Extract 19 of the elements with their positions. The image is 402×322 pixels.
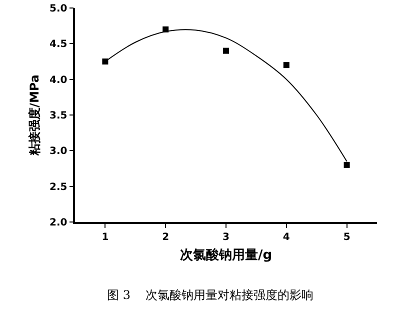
x-tick-label: 3 (222, 232, 230, 243)
y-tick-label: 4.5 (50, 39, 68, 50)
caption: 图 3 次氯酸钠用量对粘接强度的影响 (107, 288, 314, 302)
x-tick-label: 1 (102, 232, 109, 243)
y-tick-label: 3.5 (50, 110, 68, 122)
y-tick-label: 3.0 (50, 146, 68, 158)
y-tick-label: 5.0 (50, 4, 68, 14)
y-tick-label: 2.5 (50, 182, 68, 193)
point (283, 62, 290, 68)
point (102, 58, 108, 64)
y-tick-label: 4.0 (50, 74, 68, 86)
x-tick-label: 4 (282, 232, 290, 243)
point (344, 162, 350, 168)
point (223, 48, 229, 54)
x-tick-label: 5 (343, 232, 350, 243)
y-axis-title: 粘接强度/MPa (27, 74, 42, 156)
x-axis-title: 次氯酸钠用量/g (180, 246, 272, 263)
y-tick-label: 2.0 (50, 218, 68, 228)
x-tick-label: 2 (162, 232, 170, 243)
